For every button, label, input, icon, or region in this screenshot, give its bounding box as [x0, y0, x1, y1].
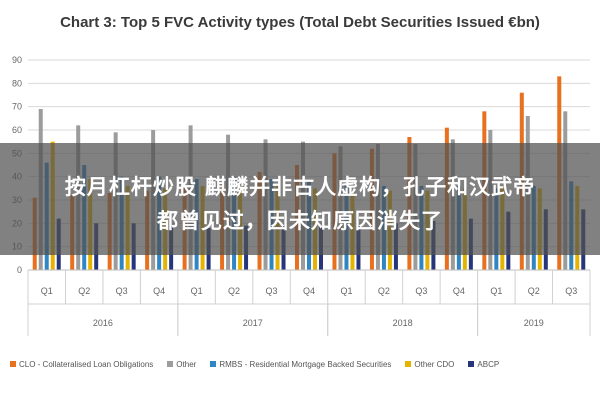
- legend-label: Other: [176, 359, 197, 369]
- legend-label: RMBS - Residential Mortgage Backed Secur…: [219, 359, 392, 369]
- legend-label: ABCP: [477, 359, 500, 369]
- x-tick-label: Q2: [378, 286, 390, 296]
- x-tick-label: Q1: [191, 286, 203, 296]
- y-tick-label: 90: [12, 55, 22, 65]
- legend-label: CLO - Collateralised Loan Obligations: [19, 359, 154, 369]
- year-groups: 2016 2017 2018 2019: [27, 304, 591, 336]
- y-tick-label: 60: [12, 125, 22, 135]
- x-tick-label: Q3: [116, 286, 128, 296]
- overlay-line-1: 按月杠杆炒股 麒麟并非古人虚构，孔子和汉武帝: [64, 175, 536, 199]
- legend-swatch: [167, 361, 174, 367]
- x-tick-label: Q2: [228, 286, 240, 296]
- x-axis-ticks: Q1 Q2 Q3 Q4 Q1 Q2 Q3 Q4 Q1 Q2 Q3 Q4 Q1 Q2 Q3: [27, 269, 591, 305]
- x-tick-label: Q3: [565, 286, 577, 296]
- year-group-label: 2018: [393, 318, 413, 328]
- year-group-label: 2016: [93, 318, 113, 328]
- year-group-label: 2019: [524, 318, 544, 328]
- chart-title: Chart 3: Top 5 FVC Activity types (Total…: [60, 14, 540, 31]
- y-tick-label: 0: [17, 265, 22, 275]
- legend-item: Other: [167, 360, 196, 369]
- x-tick-label: Q1: [41, 286, 53, 296]
- legend-item: ABCP: [468, 360, 499, 369]
- chart-legend: CLO - Collateralised Loan Obligations Oth…: [10, 356, 595, 372]
- legend-swatch: [210, 361, 217, 367]
- year-group-label: 2017: [243, 318, 263, 328]
- x-tick-label: Q2: [528, 286, 540, 296]
- legend-swatch: [405, 361, 412, 367]
- x-tick-label: Q1: [340, 286, 352, 296]
- x-tick-label: Q1: [490, 286, 502, 296]
- y-tick-label: 70: [12, 102, 22, 112]
- legend-swatch: [10, 361, 16, 367]
- caption-overlay: 按月杠杆炒股 麒麟并非古人虚构，孔子和汉武帝 都曾见过，因未知原因消失了: [0, 143, 600, 255]
- overlay-line-2: 都曾见过，因未知原因消失了: [157, 209, 443, 233]
- x-tick-label: Q4: [303, 286, 315, 296]
- legend-item: RMBS - Residential Mortgage Backed Secur…: [210, 360, 391, 369]
- x-tick-label: Q2: [78, 286, 90, 296]
- legend-label: Other CDO: [414, 359, 455, 369]
- legend-item: CLO - Collateralised Loan Obligations: [10, 360, 153, 369]
- x-tick-label: Q4: [453, 286, 465, 296]
- x-tick-label: Q3: [266, 286, 278, 296]
- x-tick-label: Q4: [153, 286, 165, 296]
- legend-item: Other CDO: [405, 360, 454, 369]
- x-tick-label: Q3: [415, 286, 427, 296]
- legend-swatch: [468, 361, 475, 367]
- y-tick-label: 80: [12, 78, 22, 88]
